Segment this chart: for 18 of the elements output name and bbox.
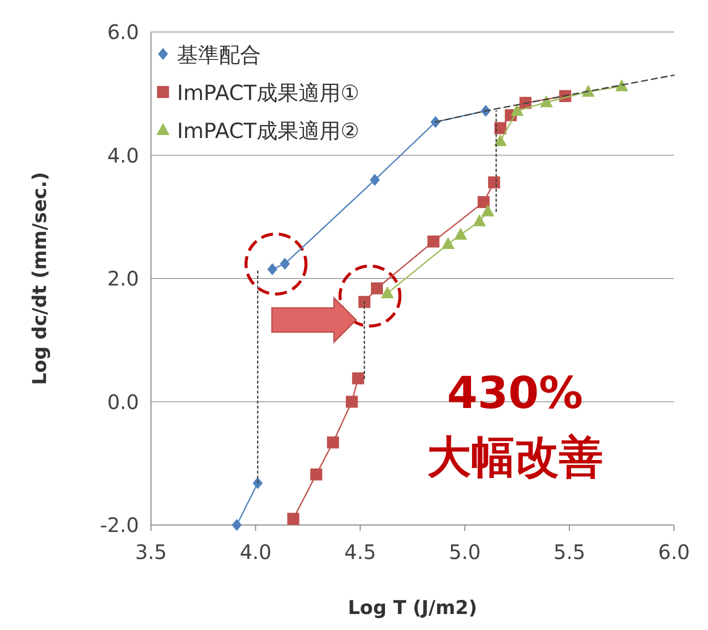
annotation: 430% (447, 368, 583, 419)
annotation: 大幅改善 (427, 432, 603, 483)
x-tick-label: 3.5 (135, 540, 167, 564)
legend-label: ImPACT成果適用② (177, 119, 360, 143)
x-tick-label: 5.0 (448, 540, 481, 564)
x-tick-label: 5.5 (553, 540, 586, 564)
y-tick-label: -2.0 (100, 513, 139, 537)
x-tick-label: 4.0 (240, 540, 272, 564)
y-tick-label: 2.0 (107, 266, 139, 290)
y-tick-label: 6.0 (107, 20, 139, 44)
x-tick-label: 6.0 (658, 540, 690, 564)
x-axis-title: Log T (J/m2) (348, 597, 478, 619)
legend-label: ImPACT成果適用① (177, 81, 360, 105)
legend-label: 基準配合 (177, 43, 261, 67)
x-tick-label: 4.5 (344, 540, 376, 564)
y-tick-label: 0.0 (107, 390, 139, 414)
y-axis-title: Log dc/dt (mm/sec.) (29, 172, 51, 386)
y-tick-label: 4.0 (107, 143, 139, 168)
